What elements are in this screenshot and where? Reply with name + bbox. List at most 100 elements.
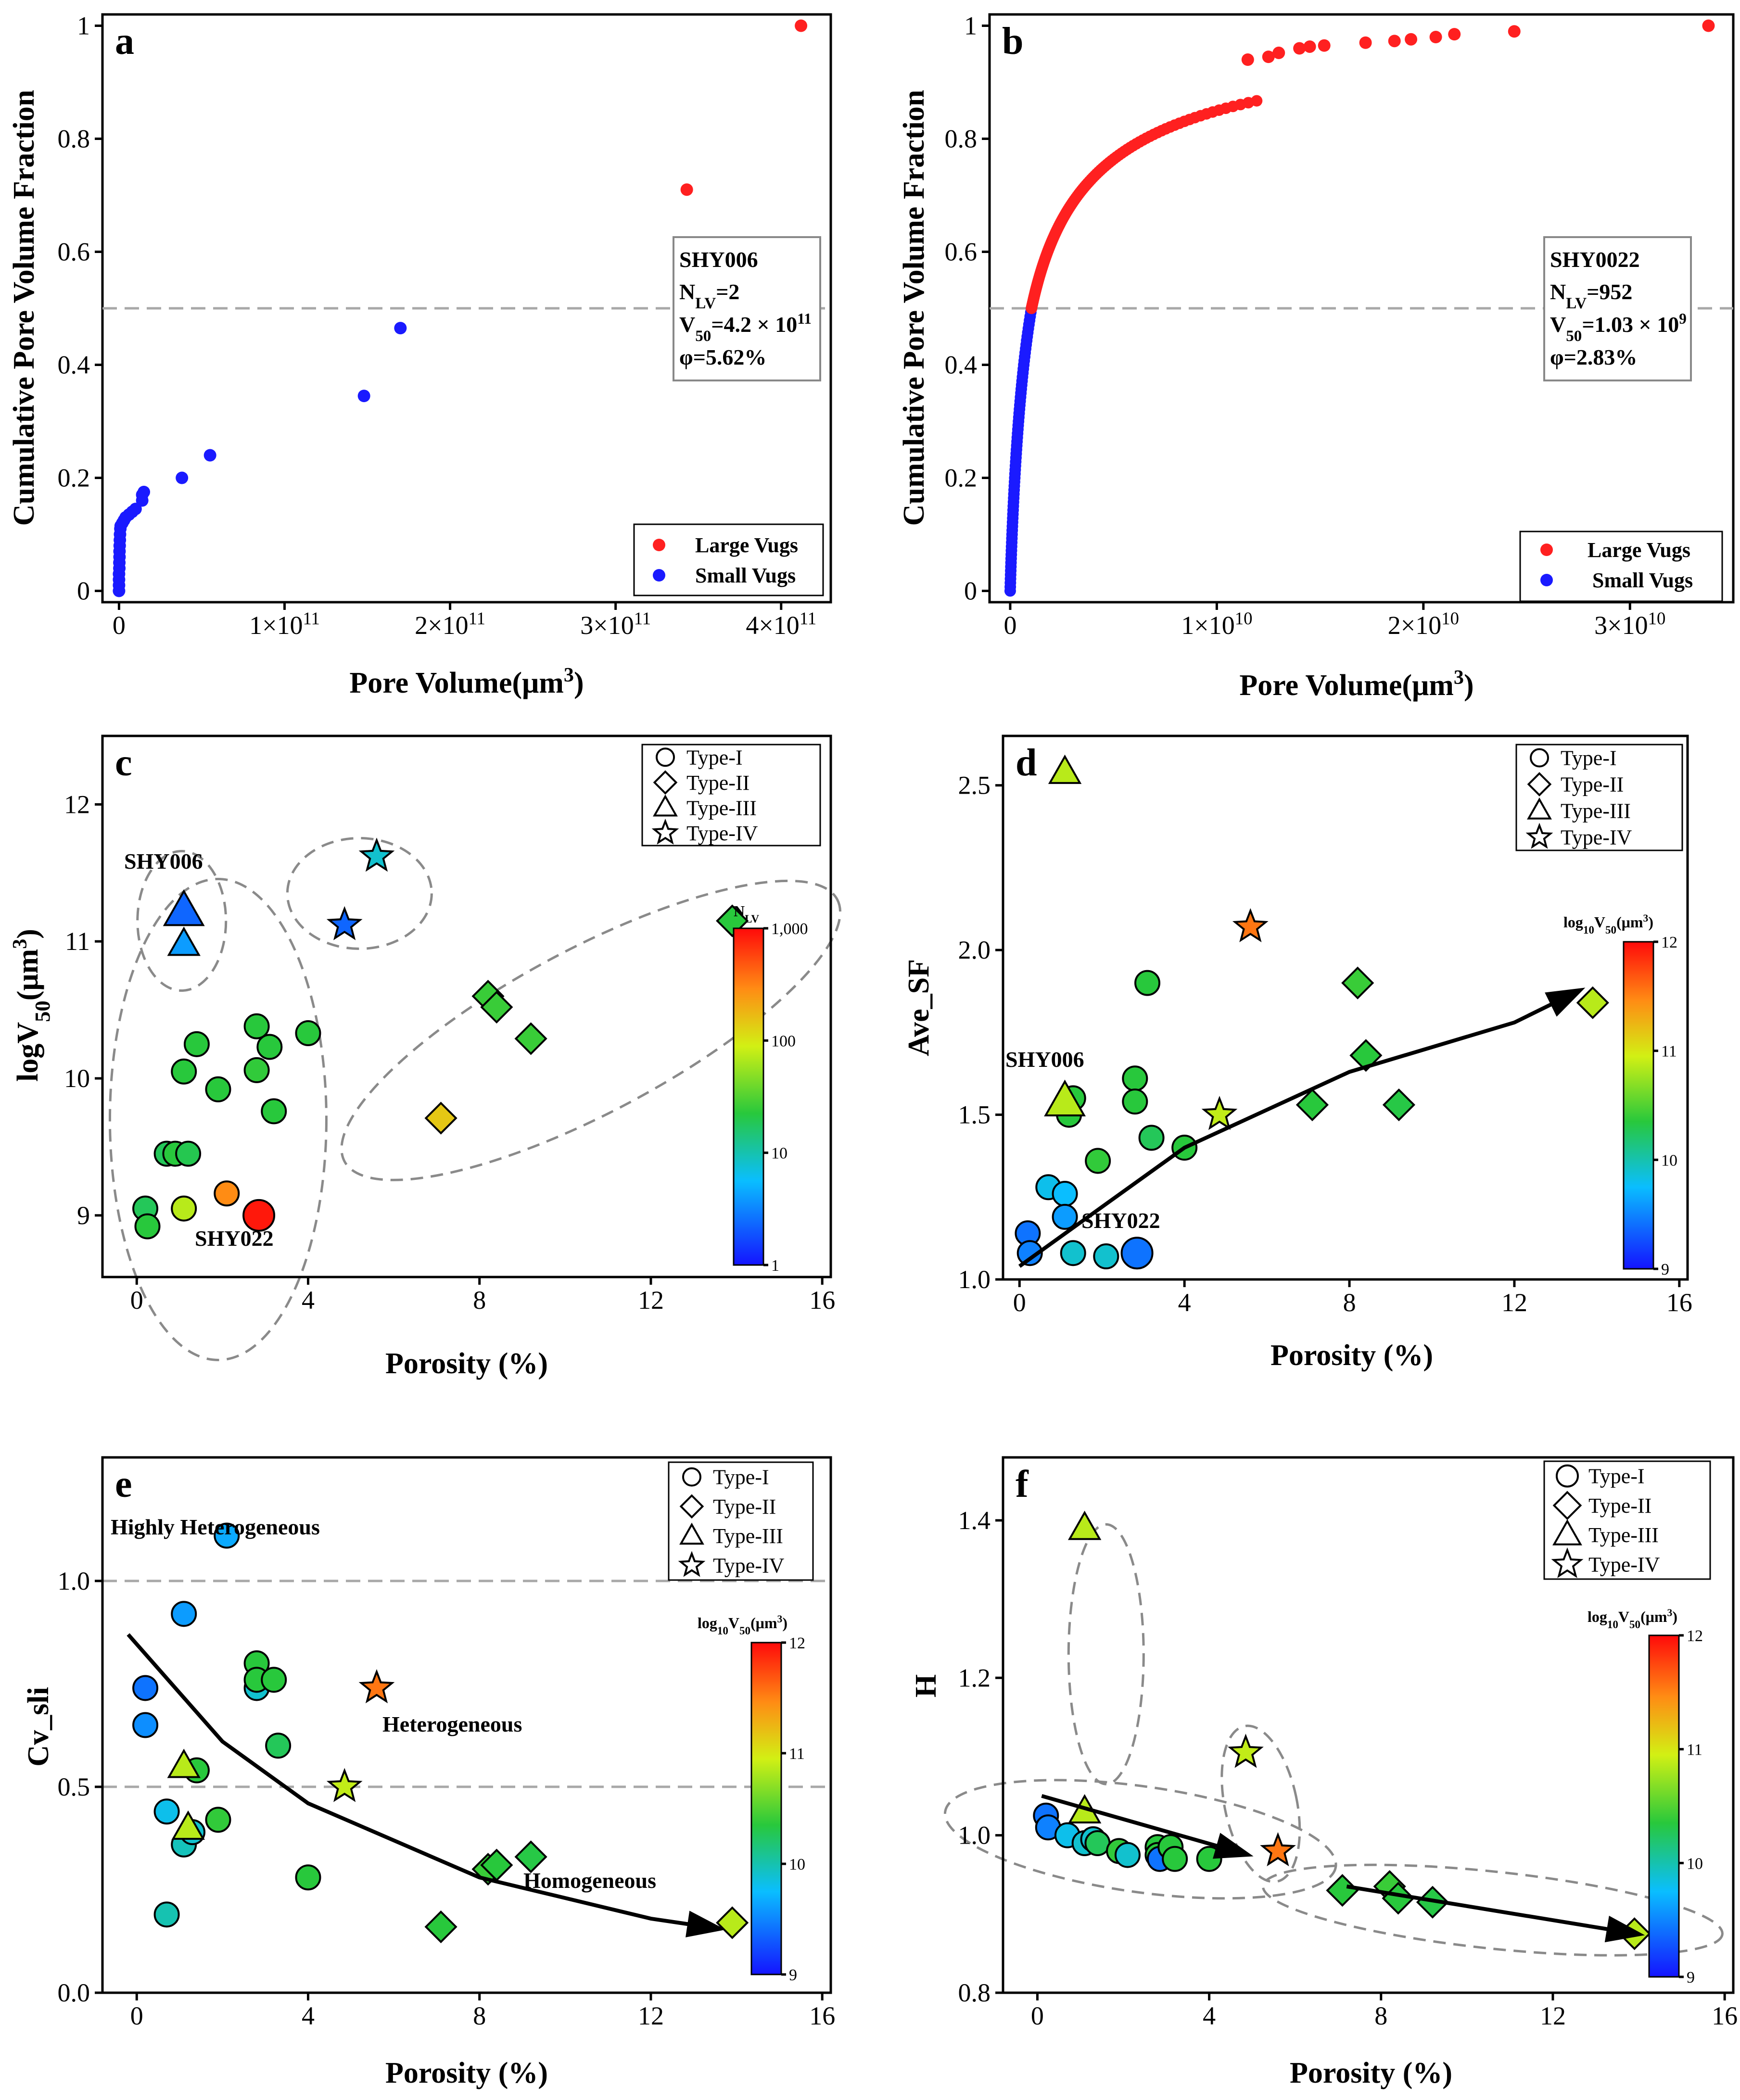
x-tick-label: 4 <box>302 1286 315 1315</box>
large-vug-point <box>1359 36 1372 49</box>
colorbar-tick-label: 10 <box>1687 1855 1703 1872</box>
large-vug-point <box>1429 31 1442 43</box>
y-tick-label: 1.0 <box>58 1567 90 1595</box>
y-tick-label: 0.8 <box>58 125 90 153</box>
y-tick-label: 9 <box>77 1201 90 1230</box>
annotation-shy006: SHY006 <box>1005 1047 1084 1072</box>
data-point-i <box>214 1180 240 1207</box>
data-point-i <box>261 1098 287 1125</box>
data-point-i <box>214 1522 240 1549</box>
legend-small: Small Vugs <box>695 564 796 587</box>
trend-arrow <box>1346 1885 1626 1934</box>
trend-arrow-head <box>1545 987 1586 1017</box>
legend-marker-small <box>1540 574 1553 586</box>
data-point-i <box>171 1195 197 1222</box>
annotation-shy022: SHY022 <box>1081 1208 1160 1233</box>
group-ellipse <box>943 1779 1337 1900</box>
x-tick-label: 8 <box>1343 1288 1356 1317</box>
colorbar-tick-label: 11 <box>1661 1043 1677 1061</box>
info-nlv: NLV=2 <box>679 279 739 312</box>
data-point-i <box>205 1076 231 1102</box>
large-vug-point <box>1262 51 1275 63</box>
info-sample: SHY0022 <box>1550 247 1640 272</box>
data-point-i <box>1060 1240 1086 1266</box>
colorbar-tick-label: 9 <box>1687 1969 1695 1986</box>
annotation-homogeneous: Homogeneous <box>523 1868 656 1893</box>
data-point-i <box>1052 1180 1078 1207</box>
legend-small: Small Vugs <box>1592 569 1693 592</box>
data-point-iii <box>163 889 205 926</box>
plot-frame <box>101 734 832 1278</box>
legend-marker <box>1527 797 1552 820</box>
plot-frame <box>1002 734 1689 1281</box>
colorbar-tick-label: 12 <box>1687 1627 1703 1645</box>
y-tick-label: 12 <box>64 790 90 819</box>
panel-label: f <box>1016 1463 1029 1505</box>
data-point-i <box>242 1199 276 1232</box>
legend-marker <box>682 1467 701 1487</box>
trend-arrow-head <box>1604 1915 1645 1943</box>
large-vug-point <box>1702 19 1715 32</box>
panel-c: 0 4 8 12 169101112cSHY006SHY022Type-IType-II… <box>9 734 842 1380</box>
data-point-iii <box>167 926 201 956</box>
x-tick-label: 12 <box>638 2001 664 2030</box>
large-vug-point <box>1405 33 1418 46</box>
data-point-i <box>175 1140 202 1167</box>
trend-arrow <box>1041 1794 1236 1853</box>
legend-marker <box>1525 822 1553 849</box>
data-point-iii <box>167 1748 201 1778</box>
data-point-ii <box>1295 1088 1329 1122</box>
colorbar-tick-label: 9 <box>789 1966 797 1984</box>
trend-arrow <box>127 1633 707 1929</box>
data-point-iv <box>1228 1733 1264 1768</box>
panel-e: 0 4 8 12 16 0.0 0.5 1.0 e Highly Heterogeneous Het… <box>22 1456 835 2089</box>
group-ellipse <box>108 877 328 1361</box>
trend-arrow-head <box>1213 1833 1254 1859</box>
colorbar <box>733 927 764 1266</box>
x-tick-label: 16 <box>1666 1288 1692 1317</box>
legend-marker <box>653 794 678 817</box>
data-point-ii <box>1576 986 1609 1019</box>
panel-label: e <box>115 1463 132 1505</box>
legend-marker-large <box>653 539 665 551</box>
x-tick-label: 0 <box>1013 1288 1026 1317</box>
x-tick-label: 16 <box>809 2001 835 2030</box>
legend-marker <box>1556 1464 1579 1488</box>
y-axis-label: Ave_SF <box>902 959 935 1056</box>
colorbar-tick-label: 11 <box>1687 1741 1702 1759</box>
info-porosity: φ=5.62% <box>679 345 766 369</box>
y-tick-label: 1.0 <box>958 1821 991 1850</box>
legend-marker-small <box>653 569 665 582</box>
x-tick-label: 0 <box>1031 2001 1044 2030</box>
x-tick-label: 4×1011 <box>746 608 816 640</box>
data-point-i <box>1162 1846 1188 1872</box>
y-axis-label: Cv_sli <box>22 1687 55 1766</box>
data-point-i <box>1084 1830 1111 1857</box>
info-box <box>673 236 821 381</box>
data-point-i <box>1085 1148 1111 1174</box>
data-point-ii <box>424 1910 457 1944</box>
data-point-i <box>153 1798 180 1825</box>
plot-frame <box>101 1456 832 1994</box>
data-point-i <box>183 1031 210 1057</box>
y-axis-label: Cumulative Pore Volume Fraction <box>8 90 40 526</box>
group-ellipse <box>1067 1523 1145 1785</box>
y-tick-label: 1 <box>964 12 977 40</box>
colorbar-label: log10V50(μm3) <box>698 1613 787 1637</box>
legend-label: Type-I <box>1588 1465 1645 1488</box>
data-point-i <box>1120 1237 1154 1270</box>
trend-arrow-head <box>686 1910 726 1937</box>
data-point-i <box>1122 1065 1148 1092</box>
y-tick-label: 0.8 <box>958 1978 991 2007</box>
data-point-iv <box>1201 1096 1238 1130</box>
colorbar-tick-label: 10 <box>789 1856 805 1873</box>
legend-label: Type-III <box>1588 1523 1659 1547</box>
data-point-i <box>256 1034 283 1060</box>
x-axis-label: Porosity (%) <box>385 1347 548 1380</box>
large-vug-point <box>1508 25 1521 38</box>
x-tick-label: 3×1010 <box>1594 608 1665 640</box>
data-point-i <box>1134 970 1161 996</box>
panel-b: 0 1×1010 2×1010 3×1010 0 0.2 0.4 0.6 0.8 1 b SHY002… <box>898 12 1735 702</box>
x-axis-label: Porosity (%) <box>1270 1339 1433 1372</box>
legend-label: Type-IV <box>1561 826 1632 849</box>
